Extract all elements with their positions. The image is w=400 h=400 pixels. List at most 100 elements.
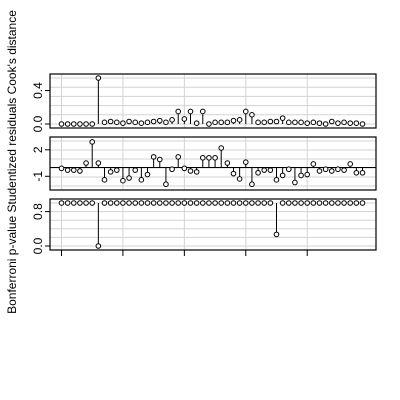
- data-point: [298, 172, 304, 179]
- data-point: [138, 200, 145, 206]
- data-point: [101, 177, 108, 183]
- data-point: [175, 154, 182, 160]
- data-point: [242, 200, 249, 206]
- data-point: [273, 231, 280, 238]
- data-point: [156, 117, 163, 124]
- data-point: [107, 200, 114, 206]
- data-point: [359, 169, 366, 176]
- data-point: [206, 121, 212, 127]
- data-point: [113, 119, 120, 126]
- data-point: [113, 167, 120, 173]
- data-point: [206, 154, 212, 161]
- data-point: [169, 117, 175, 123]
- data-point: [249, 112, 255, 118]
- data-point: [120, 200, 126, 206]
- data-point: [236, 117, 243, 123]
- data-point: [163, 181, 169, 188]
- data-point: [335, 200, 341, 206]
- data-point: [292, 200, 298, 206]
- data-point: [77, 168, 83, 174]
- data-point: [212, 154, 218, 161]
- data-point: [310, 161, 317, 167]
- data-point: [255, 200, 261, 206]
- data-point: [279, 115, 286, 121]
- data-point: [193, 169, 200, 175]
- data-point: [107, 169, 114, 175]
- data-point: [353, 200, 360, 206]
- data-point: [322, 200, 329, 206]
- data-point: [347, 120, 354, 126]
- data-point: [328, 168, 335, 174]
- data-point: [249, 200, 255, 206]
- data-point: [255, 119, 261, 126]
- data-point: [163, 119, 169, 126]
- y-tick-label: 0.0: [31, 115, 45, 132]
- data-point: [199, 200, 206, 206]
- data-point: [347, 161, 354, 167]
- data-point: [64, 167, 71, 173]
- data-point: [138, 177, 145, 183]
- data-point: [359, 121, 366, 127]
- data-point: [341, 119, 347, 126]
- data-point: [132, 200, 139, 206]
- data-point: [298, 119, 304, 126]
- data-point: [242, 108, 249, 115]
- data-point: [150, 118, 157, 125]
- data-point: [193, 200, 200, 206]
- data-point: [169, 200, 175, 206]
- data-point: [144, 171, 151, 178]
- data-point: [285, 200, 292, 206]
- y-tick-label: 0.4: [31, 82, 45, 99]
- data-point: [255, 169, 261, 176]
- data-point: [83, 160, 89, 166]
- data-point: [285, 166, 292, 173]
- data-point: [341, 200, 347, 206]
- data-point: [70, 167, 77, 173]
- data-point: [144, 119, 151, 126]
- data-point: [138, 120, 145, 126]
- data-point: [163, 200, 169, 206]
- data-point: [224, 200, 231, 206]
- data-point: [58, 121, 65, 127]
- data-point: [126, 118, 132, 125]
- data-point: [218, 200, 225, 206]
- data-point: [181, 116, 188, 122]
- data-point: [187, 168, 194, 174]
- data-point: [292, 179, 298, 186]
- data-point: [273, 177, 280, 183]
- data-point: [328, 118, 335, 125]
- data-point: [341, 167, 347, 173]
- data-point: [310, 119, 317, 126]
- panel-frame-studentized-residuals: [49, 136, 377, 191]
- data-point: [230, 170, 237, 177]
- data-point: [89, 139, 96, 145]
- data-point: [83, 121, 89, 127]
- data-point: [267, 200, 274, 206]
- data-point: [199, 154, 206, 161]
- data-point: [279, 200, 286, 206]
- data-point: [236, 176, 243, 182]
- data-point: [335, 120, 341, 126]
- data-point: [267, 118, 274, 125]
- data-point: [150, 200, 157, 206]
- y-tick-label: -1: [31, 171, 45, 182]
- data-point: [107, 118, 114, 125]
- data-point: [169, 166, 175, 173]
- data-point: [83, 200, 89, 206]
- data-point: [304, 120, 311, 126]
- data-point: [58, 165, 65, 172]
- data-point: [224, 160, 231, 166]
- data-point: [193, 120, 200, 126]
- data-point: [89, 200, 96, 206]
- data-point: [316, 168, 323, 174]
- data-point: [261, 119, 268, 126]
- y-tick-label: 0.0: [31, 237, 45, 254]
- data-point: [230, 117, 237, 124]
- data-point: [77, 121, 83, 127]
- data-point: [353, 120, 360, 126]
- data-point: [224, 119, 231, 126]
- data-point: [212, 119, 218, 126]
- data-point: [316, 120, 323, 126]
- y-axis-label: Bonferroni p-value Studentized residuals…: [5, 10, 19, 314]
- data-point: [199, 108, 206, 115]
